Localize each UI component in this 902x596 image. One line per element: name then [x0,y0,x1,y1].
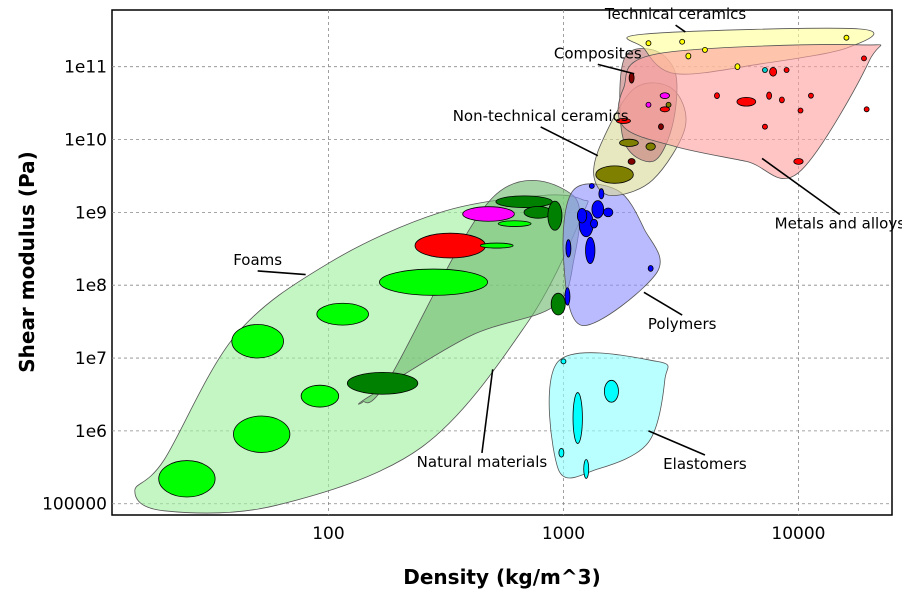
material-composites-38 [665,101,672,108]
material-metals-and-alloys-49 [714,92,720,99]
material-metals-and-alloys-54 [783,67,790,73]
material-polymers-23 [588,183,595,189]
annotation-elastomers: Elastomers [648,430,747,473]
material-composites-37 [645,101,652,108]
x-axis-title: Density (kg/m^3) [403,565,600,589]
material-polymers-21 [598,188,605,200]
annotations: Technical ceramics Composites Non-technica… [233,5,902,473]
material-composites-36 [659,92,670,99]
material-technical-ceramics-41 [679,38,686,45]
material-ellipses [158,34,870,498]
material-technical-ceramics-42 [685,52,692,60]
annotation-label-metals-and-alloys: Metals and alloys [775,215,902,233]
x-tick-label-0: 100 [312,524,344,544]
x-tick-label-1: 1000 [542,524,585,544]
material-metals-and-alloys-57 [793,158,804,165]
material-polymers-19 [576,208,588,224]
annotation-natural-materials: Natural materials [417,369,548,471]
material-metals-and-alloys-51 [769,67,778,77]
annotation-label-polymers: Polymers [648,315,717,333]
y-tick-label-4: 1e9 [75,203,107,223]
material-foams-8 [497,220,532,227]
material-natural-materials-13 [547,200,563,231]
material-metals-and-alloys-52 [766,91,773,100]
material-non-technical-ceramics-31 [595,165,634,184]
material-elastomers-26 [572,392,583,444]
material-elastomers-29 [583,459,590,479]
material-polymers-18 [591,200,605,219]
y-tick-label-0: 100000 [42,495,107,515]
annotation-non-technical-ceramics: Non-technical ceramics [453,107,629,157]
material-metals-and-alloys-47 [615,118,631,124]
material-foams-5 [379,268,488,296]
annotation-foams: Foams [233,251,306,276]
material-polymers-25 [647,265,654,272]
material-metals-and-alloys-59 [863,106,870,113]
material-metals-and-alloys-53 [778,96,785,104]
material-polymers-22 [590,218,599,229]
material-polymers-20 [603,207,614,218]
envelope-metals-and-alloys [617,44,882,179]
material-technical-ceramics-44 [734,63,741,70]
material-polymers-15 [565,239,572,258]
material-foams-2 [300,384,340,408]
annotation-label-composites: Composites [554,44,642,62]
annotation-label-technical-ceramics: Technical ceramics [604,5,747,23]
material-non-technical-ceramics-32 [619,138,639,147]
material-technical-ceramics-43 [702,46,708,53]
material-elastomers-30 [560,358,567,365]
material-foams-3 [231,324,284,359]
y-tick-label-2: 1e7 [75,349,107,369]
annotation-technical-ceramics: Technical ceramics [604,5,747,33]
y-tick-label-1: 1e6 [75,422,107,442]
material-foams-9 [479,242,514,249]
annotation-label-elastomers: Elastomers [663,455,747,473]
material-composites-34 [627,158,636,165]
material-polymers-17 [585,236,596,264]
material-foams-0 [158,460,216,498]
material-elastomers-28 [558,448,565,458]
material-technical-ceramics-45 [843,34,850,41]
x-tick-label-2: 10000 [771,524,825,544]
material-metals-and-alloys-50 [736,96,757,107]
tick-labels: 100 1000 10000 100000 1e6 1e7 1e8 1e9 1e10 1e11 [42,58,825,544]
y-tick-label-5: 1e10 [64,131,107,151]
material-metals-and-alloys-48 [659,106,670,113]
material-metals-and-alloys-55 [797,107,804,114]
material-metals-and-alloys-60 [762,123,768,130]
material-natural-materials-11 [495,195,553,208]
annotation-composites: Composites [554,44,642,75]
material-natural-materials-14 [550,292,566,316]
annotation-polymers: Polymers [643,291,717,333]
material-technical-ceramics-40 [645,40,652,47]
material-foams-7 [462,206,515,222]
annotation-label-non-technical-ceramics: Non-technical ceramics [453,107,629,125]
material-natural-materials-10 [346,371,419,395]
material-elastomers-27 [603,379,619,403]
y-tick-label-6: 1e11 [64,58,107,78]
material-non-technical-ceramics-33 [645,142,656,151]
material-foams-4 [316,302,369,326]
material-polymers-24 [564,287,571,306]
material-foams-1 [233,415,291,453]
material-composites-39 [658,123,664,131]
annotation-metals-and-alloys: Metals and alloys [761,157,902,233]
material-composites-35 [628,72,635,84]
material-foams-6 [414,232,486,259]
annotation-label-natural-materials: Natural materials [417,453,548,471]
envelope-elastomers [548,352,669,479]
material-metals-and-alloys-56 [808,92,814,99]
material-technical-ceramics-46 [762,67,768,73]
y-axis-title: Shear modulus (Pa) [15,151,39,373]
material-metals-and-alloys-58 [861,55,867,62]
annotation-label-foams: Foams [233,251,282,269]
y-tick-label-3: 1e8 [75,276,107,296]
